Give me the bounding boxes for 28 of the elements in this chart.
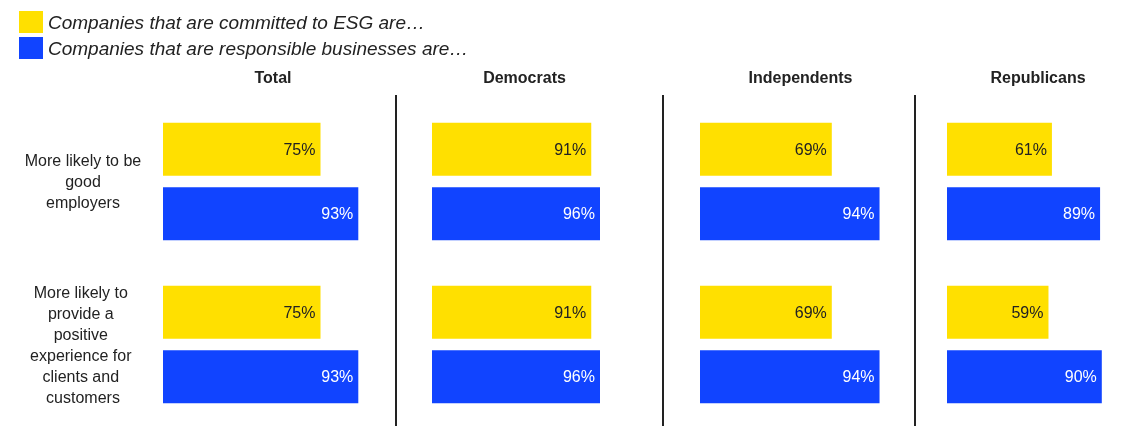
data-label: 69% xyxy=(794,140,827,158)
data-label: 96% xyxy=(562,205,595,223)
bar xyxy=(947,187,1101,241)
chart-title: Independents xyxy=(748,68,853,86)
legend-label: Companies that are responsible businesses are… xyxy=(48,37,469,59)
chart-title: Republicans xyxy=(990,68,1086,86)
data-label: 75% xyxy=(283,303,316,321)
data-label: 89% xyxy=(1063,205,1096,223)
data-label: 91% xyxy=(554,140,587,158)
data-label: 94% xyxy=(842,368,875,386)
data-label: 59% xyxy=(1011,303,1044,321)
data-label: 96% xyxy=(562,368,595,386)
data-label: 93% xyxy=(321,368,354,386)
data-label: 75% xyxy=(283,140,316,158)
data-label: 90% xyxy=(1064,368,1097,386)
y-tick-label: More likely to be good employers xyxy=(24,152,142,211)
data-label: 93% xyxy=(321,205,354,223)
bar xyxy=(947,285,1049,339)
bar xyxy=(947,350,1102,404)
data-label: 69% xyxy=(794,303,827,321)
data-label: 91% xyxy=(554,303,587,321)
data-label: 61% xyxy=(1014,140,1047,158)
chart-title: Total xyxy=(254,68,292,86)
y-tick-label: More likely to provide a positive experience for clients and customers xyxy=(30,283,136,406)
bar xyxy=(947,122,1052,176)
data-label: 94% xyxy=(842,205,875,223)
legend-label: Companies that are committed to ESG are… xyxy=(48,11,425,33)
chart-title: Democrats xyxy=(483,68,566,86)
